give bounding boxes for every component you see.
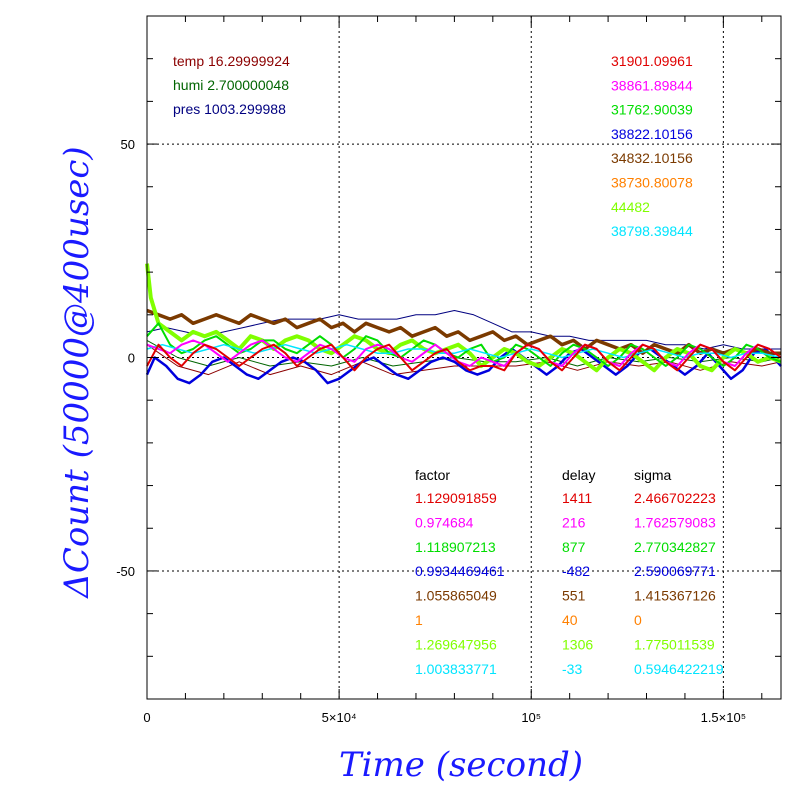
- x-axis-title: Time (second): [339, 745, 583, 785]
- table-cell-delay: 40: [562, 612, 578, 628]
- table-cell-factor: 1.055865049: [415, 588, 497, 604]
- table-cell-sigma: 2.590069771: [634, 563, 716, 579]
- table-cell-delay: 877: [562, 539, 586, 555]
- baseline-value: 44482: [611, 199, 650, 215]
- y-tick-label: 50: [121, 137, 135, 152]
- table-header: sigma: [634, 467, 672, 483]
- series-line: [146, 343, 782, 372]
- series-line: [146, 322, 782, 367]
- series-line: [146, 339, 782, 367]
- table-cell-factor: 0.9934469461: [415, 563, 505, 579]
- x-tick-label: 10⁵: [521, 710, 541, 725]
- baseline-value: 38730.80078: [611, 175, 693, 191]
- table-cell-delay: -482: [562, 563, 590, 579]
- table-cell-factor: 1.003833771: [415, 661, 497, 677]
- table-cell-sigma: 0.5946422219: [634, 661, 724, 677]
- baseline-value: 38822.10156: [611, 126, 693, 142]
- baseline-value: 31901.09961: [611, 53, 693, 69]
- table-header: delay: [562, 467, 595, 483]
- x-tick-label: 5×10⁴: [322, 710, 357, 725]
- env-reading: humi 2.700000048: [173, 77, 289, 93]
- env-reading: pres 1003.299988: [173, 101, 286, 117]
- x-tick-label: 1.5×10⁵: [701, 710, 747, 725]
- table-cell-sigma: 2.770342827: [634, 539, 716, 555]
- table-cell-sigma: 1.762579083: [634, 514, 716, 530]
- table-cell-delay: 1306: [562, 636, 593, 652]
- table-cell-delay: 216: [562, 514, 586, 530]
- x-tick-label: 0: [143, 710, 150, 725]
- series-line: [146, 310, 781, 350]
- table-cell-delay: 551: [562, 588, 586, 604]
- table-header: factor: [415, 467, 450, 483]
- series-line: [146, 339, 782, 367]
- table-cell-factor: 1: [415, 612, 423, 628]
- y-tick-label: -50: [116, 564, 135, 579]
- baseline-value: 31762.90039: [611, 102, 693, 118]
- table-cell-sigma: 0: [634, 612, 642, 628]
- table-cell-factor: 1.118907213: [415, 539, 496, 555]
- table-cell-sigma: 1.775011539: [634, 636, 715, 652]
- table-cell-factor: 1.269647956: [415, 636, 497, 652]
- series-line: [145, 263, 782, 373]
- table-cell-sigma: 1.415367126: [634, 588, 716, 604]
- baseline-value: 34832.10156: [611, 150, 693, 166]
- table-cell-factor: 0.974684: [415, 514, 474, 530]
- baseline-value: 38861.89844: [611, 77, 693, 93]
- table-cell-sigma: 2.466702223: [634, 490, 716, 506]
- env-reading: temp 16.29999924: [173, 53, 290, 69]
- table-cell-factor: 1.129091859: [415, 490, 497, 506]
- y-tick-label: 0: [128, 351, 135, 366]
- table-cell-delay: -33: [562, 661, 582, 677]
- table-cell-delay: 1411: [562, 490, 592, 506]
- y-axis-title: ΔCount (50000@400usec): [57, 146, 97, 599]
- baseline-value: 38798.39844: [611, 223, 693, 239]
- series-line: [146, 343, 782, 359]
